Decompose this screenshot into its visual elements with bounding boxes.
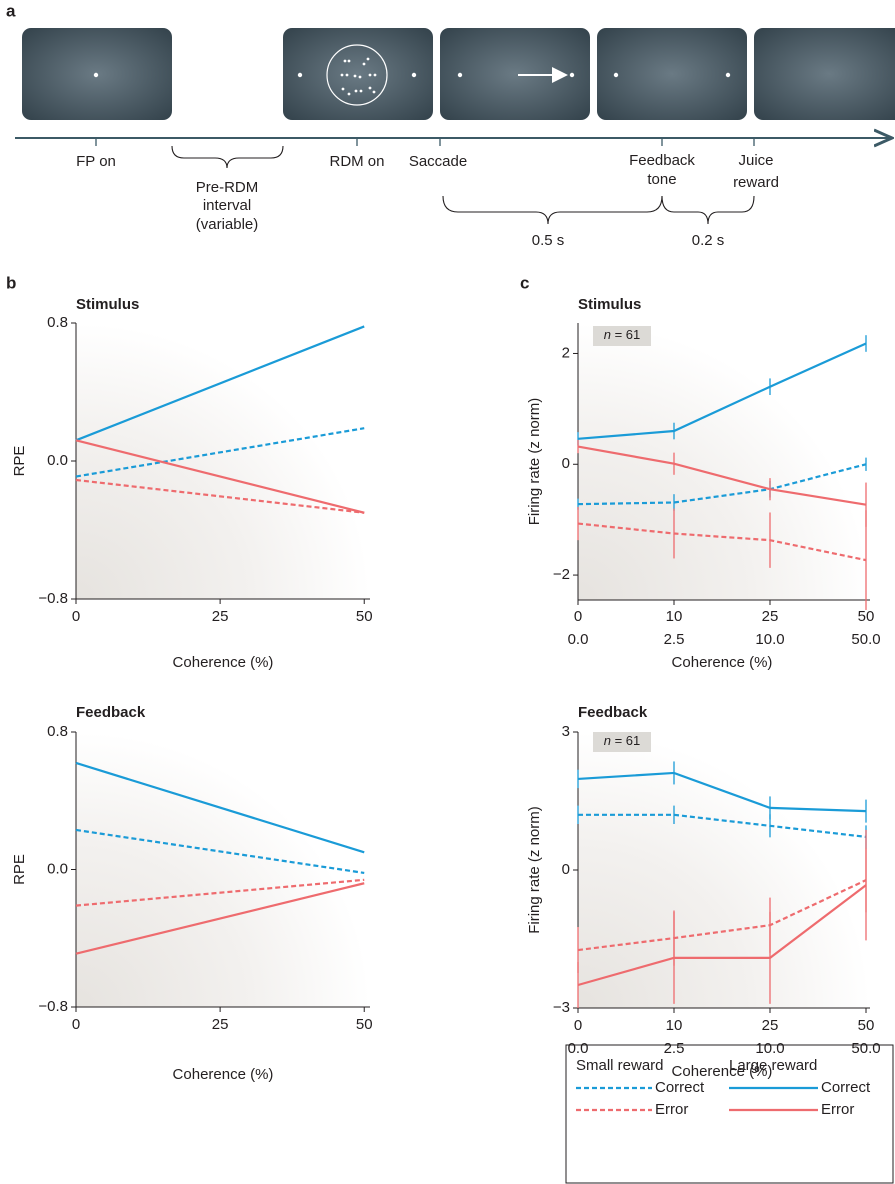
- annotation: n = 61: [604, 733, 641, 748]
- event-label: Juice: [738, 152, 773, 169]
- y-axis-label: RPE: [11, 854, 28, 885]
- interval-label: Pre-RDM: [196, 179, 259, 196]
- y-axis-label: RPE: [11, 446, 28, 477]
- chart-title: Feedback: [578, 704, 648, 721]
- legend-title: Small reward: [576, 1057, 664, 1074]
- event-label: tone: [647, 171, 676, 188]
- y-tick-label: 2: [562, 344, 570, 361]
- screen: [283, 28, 433, 120]
- x-tick-label: 0.0: [568, 1040, 589, 1057]
- y-tick-label: −0.8: [38, 998, 68, 1015]
- event-label: RDM on: [329, 153, 384, 170]
- plot-background: [76, 323, 370, 599]
- event-label: FP on: [76, 153, 116, 170]
- y-tick-label: 0: [562, 861, 570, 878]
- legend-label: Error: [821, 1101, 854, 1118]
- target: [298, 73, 302, 77]
- event-label: Feedback: [629, 152, 695, 169]
- y-tick-label: −0.8: [38, 590, 68, 607]
- x-tick-label: 0: [574, 608, 582, 625]
- y-tick-label: −3: [553, 999, 570, 1016]
- x-axis-label: Coherence (%): [173, 1066, 274, 1083]
- event-label: reward: [733, 174, 779, 191]
- event-label: Saccade: [409, 153, 467, 170]
- y-tick-label: 0.8: [47, 723, 68, 740]
- panel-label: c: [520, 273, 529, 292]
- x-tick-label: 10.0: [755, 1040, 784, 1057]
- y-axis-label: Firing rate (z norm): [526, 806, 543, 934]
- screen: [440, 28, 590, 120]
- x-tick-label: 2.5: [664, 1040, 685, 1057]
- figure: a b c FP on RDM on Saccade Feedba: [0, 0, 895, 1184]
- fixation-point: [94, 73, 98, 77]
- x-tick-label: 0: [72, 608, 80, 625]
- target: [458, 73, 462, 77]
- x-axis-label: Coherence (%): [672, 654, 773, 671]
- target: [726, 73, 730, 77]
- plot-background: [578, 732, 870, 1008]
- y-tick-label: 0.8: [47, 314, 68, 331]
- duration-label: 0.5 s: [532, 232, 565, 249]
- screen: [754, 28, 895, 120]
- annotation: n = 61: [604, 327, 641, 342]
- interval-label: interval: [203, 197, 251, 214]
- chart-title: Stimulus: [76, 296, 139, 313]
- y-tick-label: 0.0: [47, 452, 68, 469]
- y-axis-label: Firing rate (z norm): [526, 398, 543, 526]
- y-tick-label: −2: [553, 566, 570, 583]
- x-tick-label: 0.0: [568, 631, 589, 648]
- target: [614, 73, 618, 77]
- y-tick-label: 0: [562, 455, 570, 472]
- x-tick-label: 50: [858, 608, 875, 625]
- x-tick-label: 50.0: [851, 1040, 880, 1057]
- x-tick-label: 10: [666, 608, 683, 625]
- x-tick-label: 25: [762, 608, 779, 625]
- x-tick-label: 50.0: [851, 631, 880, 648]
- x-tick-label: 25: [212, 1016, 229, 1033]
- target: [412, 73, 416, 77]
- x-tick-label: 2.5: [664, 631, 685, 648]
- plot-background: [76, 732, 370, 1007]
- x-tick-label: 10.0: [755, 631, 784, 648]
- x-tick-label: 10: [666, 1017, 683, 1034]
- panel-label: b: [6, 273, 16, 292]
- x-tick-label: 0: [574, 1017, 582, 1034]
- legend-label: Correct: [655, 1079, 705, 1096]
- target: [570, 73, 574, 77]
- task-screens: [22, 28, 895, 120]
- y-tick-label: 0.0: [47, 860, 68, 877]
- x-tick-label: 50: [356, 1016, 373, 1033]
- x-tick-label: 25: [762, 1017, 779, 1034]
- x-axis-label: Coherence (%): [173, 654, 274, 671]
- x-tick-label: 50: [356, 608, 373, 625]
- timeline-ticks: [96, 138, 754, 146]
- chart-title: Stimulus: [578, 296, 641, 313]
- x-tick-label: 25: [212, 608, 229, 625]
- panel-label: a: [6, 1, 16, 20]
- screen: [597, 28, 747, 120]
- plot-background: [578, 323, 870, 600]
- legend-label: Error: [655, 1101, 688, 1118]
- interval-label: (variable): [196, 216, 259, 233]
- chart-title: Feedback: [76, 704, 146, 721]
- duration-label: 0.2 s: [692, 232, 725, 249]
- x-tick-label: 50: [858, 1017, 875, 1034]
- legend-label: Correct: [821, 1079, 871, 1096]
- y-tick-label: 3: [562, 723, 570, 740]
- legend-title: Large reward: [729, 1057, 817, 1074]
- x-tick-label: 0: [72, 1016, 80, 1033]
